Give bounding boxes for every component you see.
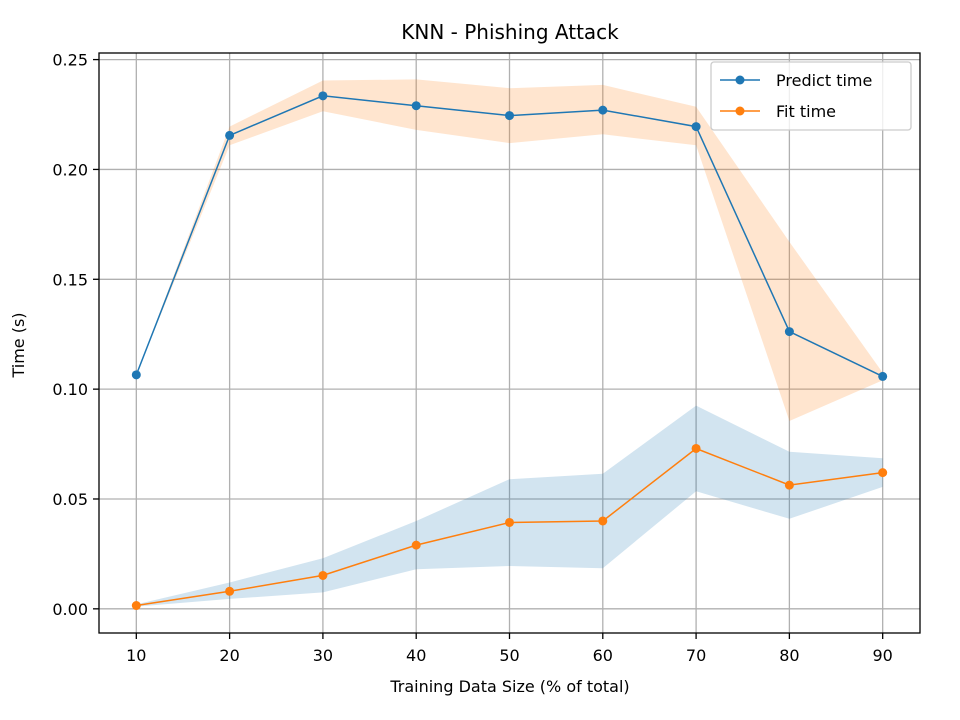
data-point xyxy=(691,443,701,453)
y-tick-label: 0.05 xyxy=(52,490,88,509)
legend-marker xyxy=(735,106,745,116)
data-point xyxy=(318,91,328,101)
data-point xyxy=(131,370,141,380)
chart-title: KNN - Phishing Attack xyxy=(401,20,619,44)
legend: Predict time Fit time xyxy=(710,61,912,131)
x-tick-label: 40 xyxy=(406,646,426,665)
y-tick-label: 0.15 xyxy=(52,270,88,289)
data-point xyxy=(411,101,421,111)
x-axis-label: Training Data Size (% of total) xyxy=(389,677,629,696)
data-point xyxy=(691,122,701,132)
axis-ticks: 10 20 30 40 50 60 70 80 90 0.00 0.05 0.10 0.15 0.20 0.… xyxy=(52,51,892,665)
data-point xyxy=(225,130,235,140)
data-point xyxy=(784,327,794,337)
x-tick-label: 90 xyxy=(873,646,893,665)
legend-marker xyxy=(735,75,745,85)
confidence-bands xyxy=(136,79,883,607)
data-point xyxy=(878,468,888,478)
x-tick-label: 50 xyxy=(499,646,519,665)
data-point xyxy=(598,105,608,115)
data-point xyxy=(225,586,235,596)
y-tick-label: 0.00 xyxy=(52,600,88,619)
confidence-band xyxy=(136,405,883,607)
x-tick-label: 60 xyxy=(593,646,613,665)
data-point xyxy=(318,570,328,580)
confidence-band xyxy=(136,79,883,422)
data-point xyxy=(598,516,608,526)
x-tick-label: 20 xyxy=(219,646,239,665)
data-point xyxy=(505,111,514,121)
data-point xyxy=(131,601,141,611)
data-point xyxy=(411,540,421,550)
x-tick-label: 10 xyxy=(126,646,146,665)
x-tick-label: 70 xyxy=(686,646,706,665)
legend-label: Predict time xyxy=(776,71,872,90)
data-point xyxy=(878,371,888,381)
y-tick-label: 0.20 xyxy=(52,160,88,179)
legend-label: Fit time xyxy=(776,102,836,121)
legend-box xyxy=(710,61,912,131)
y-axis-label: Time (s) xyxy=(9,312,28,378)
y-tick-label: 0.10 xyxy=(52,380,88,399)
data-point xyxy=(784,480,794,490)
x-tick-label: 30 xyxy=(313,646,333,665)
data-point xyxy=(505,517,514,527)
grid xyxy=(99,53,920,633)
x-tick-label: 80 xyxy=(779,646,799,665)
series-lines xyxy=(131,91,888,611)
y-tick-label: 0.25 xyxy=(52,51,88,70)
